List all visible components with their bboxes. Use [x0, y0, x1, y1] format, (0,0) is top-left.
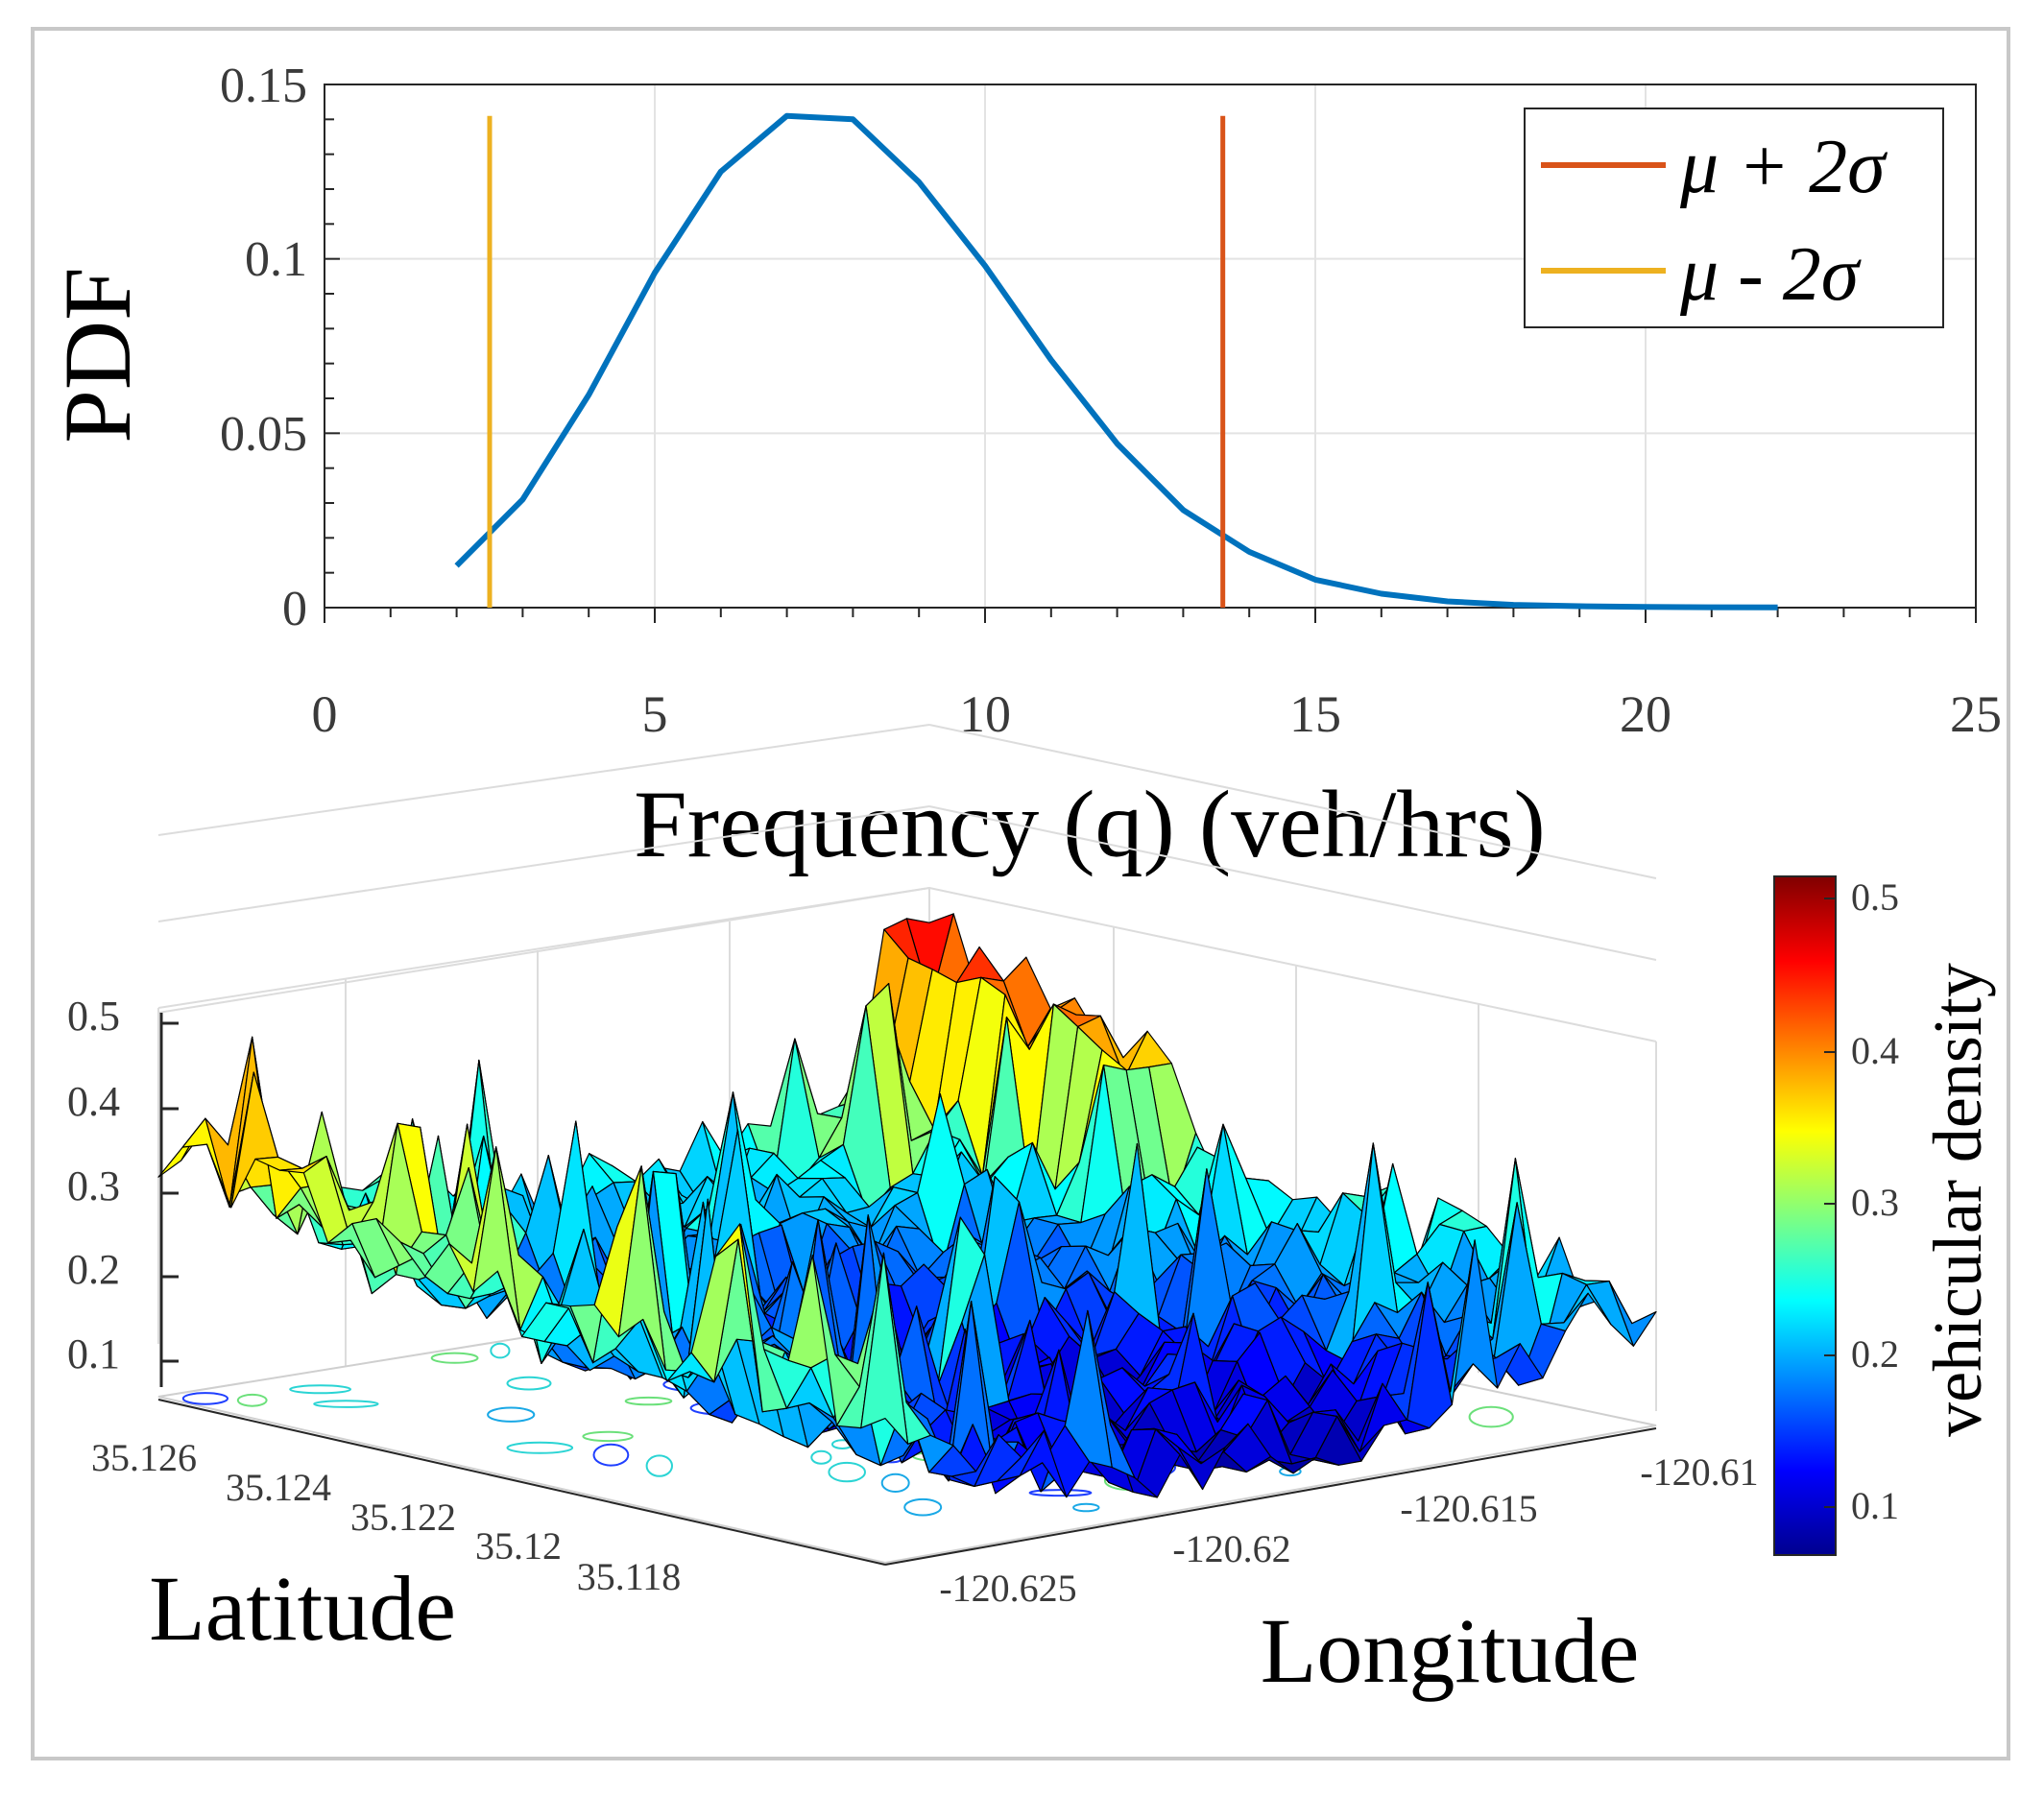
contour-line: [236, 1393, 268, 1407]
surface-facet: [860, 1252, 909, 1445]
contour-line: [1028, 1489, 1093, 1497]
contour-line: [624, 1396, 673, 1406]
ytick-label: 0.05: [220, 407, 307, 462]
contour-line: [181, 1392, 228, 1405]
contour-line: [810, 1449, 832, 1465]
latitude-tick-label: 35.126: [91, 1436, 197, 1479]
colorbar-tick-label: 0.4: [1851, 1029, 1899, 1072]
colorbar-tick-label: 0.5: [1851, 875, 1899, 919]
longitude-tick-label: -120.625: [939, 1567, 1076, 1610]
contour-line: [645, 1454, 673, 1477]
pdf-plot-area: [454, 112, 1778, 611]
contour-line: [1468, 1405, 1514, 1428]
y-axis-label: PDF: [44, 267, 151, 443]
pdf-series-line: [454, 112, 1778, 611]
longitude-tick-label: -120.615: [1400, 1487, 1537, 1530]
longitude-axis-label: Longitude: [1261, 1599, 1640, 1702]
xtick-label: 25: [1950, 685, 2002, 743]
contour-line: [880, 1473, 910, 1494]
colorbar-label: vehicular density: [1919, 963, 1996, 1437]
contour-line: [828, 1461, 867, 1483]
density-surface: [157, 913, 1657, 1498]
pdf-line-chart: 0 0.05 0.1 0.15 0 5 10 15 20 25 Frequenc…: [44, 59, 2002, 877]
xtick-label: 5: [642, 685, 668, 743]
contour-line: [289, 1384, 352, 1395]
colorbar-tick-label: 0.2: [1851, 1332, 1899, 1376]
colorbar-tick-marks: [1824, 898, 1836, 1508]
density-surface-plot: 0.1 0.2 0.3 0.4 0.5 35.126 35.124 35.122…: [67, 724, 1996, 1702]
colorbar: 0.1 0.2 0.3 0.4 0.5 vehicular density: [1773, 875, 1996, 1556]
legend-label-minus: μ - 2σ: [1679, 232, 1862, 317]
contour-line: [506, 1376, 552, 1391]
longitude-tick-label: -120.61: [1640, 1450, 1758, 1494]
contour-line: [506, 1441, 574, 1454]
ytick-label: 0.1: [245, 232, 307, 287]
colorbar-gradient: [1773, 875, 1837, 1556]
contour-line: [430, 1352, 479, 1364]
latitude-axis-label: Latitude: [149, 1557, 456, 1660]
contour-line: [592, 1443, 630, 1467]
xtick-label: 20: [1620, 685, 1671, 743]
latitude-tick-label: 35.118: [577, 1555, 682, 1598]
ztick-label: 0.1: [67, 1330, 120, 1377]
colorbar-tick-label: 0.1: [1851, 1484, 1899, 1527]
latitude-axis: [157, 1399, 886, 1566]
longitude-axis: [884, 1427, 1657, 1566]
xtick-label: 10: [959, 685, 1011, 743]
ztick-label: 0.5: [67, 993, 120, 1040]
z-tick-marks: [161, 1021, 179, 1363]
figure-frame: [31, 27, 2010, 1760]
xtick-label: 0: [312, 685, 338, 743]
contour-line: [582, 1430, 634, 1443]
ztick-label: 0.3: [67, 1162, 120, 1209]
pdf-axes-box: [324, 84, 1977, 609]
contour-line: [313, 1400, 379, 1408]
ztick-label: 0.4: [67, 1078, 120, 1125]
ytick-label: 0: [282, 582, 307, 636]
contour-line: [903, 1497, 943, 1517]
ytick-label: 0.15: [220, 59, 307, 113]
pdf-tick-marks: [324, 84, 1977, 623]
colorbar-tick-label: 0.3: [1851, 1181, 1899, 1224]
contour-line: [487, 1406, 536, 1423]
contour-line: [1072, 1502, 1100, 1513]
longitude-tick-label: -120.62: [1172, 1527, 1290, 1570]
contour-line: [490, 1342, 511, 1359]
latitude-tick-label: 35.124: [226, 1466, 331, 1509]
legend: μ + 2σ μ - 2σ: [1524, 108, 1944, 328]
xtick-label: 15: [1289, 685, 1341, 743]
latitude-tick-label: 35.122: [350, 1496, 456, 1539]
latitude-tick-label: 35.12: [475, 1524, 562, 1568]
legend-label-plus: μ + 2σ: [1679, 125, 1888, 209]
legend-box: [1524, 108, 1944, 328]
x-axis-label: Frequency (q) (veh/hrs): [634, 771, 1546, 877]
ztick-label: 0.2: [67, 1246, 120, 1293]
